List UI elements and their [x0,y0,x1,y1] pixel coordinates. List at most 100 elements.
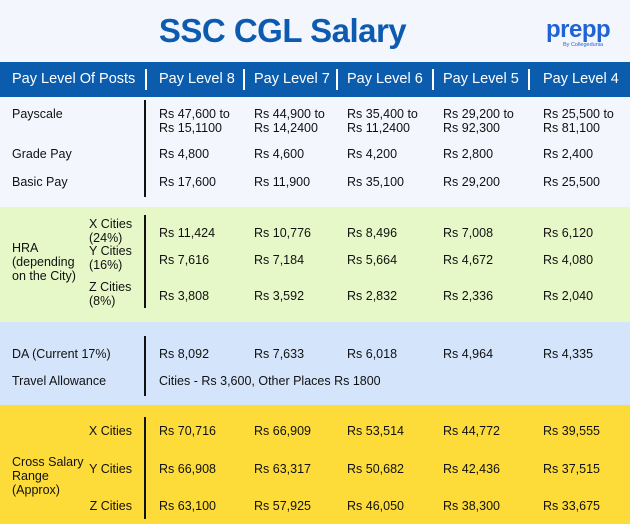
payscale-value: Rs 25,500 to [543,107,614,121]
column-divider [144,215,146,308]
hra-value: Rs 4,080 [543,253,594,267]
payscale-value: Rs 14,2400 [254,121,318,135]
payscale-value: Rs 11,2400 [347,121,411,135]
logo-subtext: By Collegedunia [563,42,604,48]
table-header: Pay Level Of Posts Pay Level 8 Pay Level 7… [0,62,630,97]
column-divider [144,417,146,519]
basic-pay-value: Rs 11,900 [254,175,311,189]
header-divider [145,69,147,90]
payscale-value: Rs 44,900 to [254,107,325,121]
hra-value: Rs 4,672 [443,253,494,267]
gross-salary-value: Rs 42,436 [443,462,500,476]
payscale-value: Rs 81,100 [543,121,600,135]
hra-value: Rs 2,040 [543,289,594,303]
hra-city-label: Y Cities [89,244,132,258]
da-value: Rs 8,092 [159,347,210,361]
da-value: Rs 4,335 [543,347,594,361]
hra-value: Rs 10,776 [254,226,311,240]
payscale-value: Rs 47,600 to [159,107,230,121]
hra-value: Rs 2,832 [347,289,398,303]
grade-pay-value: Rs 2,400 [543,147,594,161]
hra-value: Rs 6,120 [543,226,594,240]
basic-pay-value: Rs 29,200 [443,175,500,189]
gross-salary-value: Rs 63,317 [254,462,311,476]
gross-salary-value: Rs 66,908 [159,462,216,476]
payscale-label: Payscale [12,107,63,121]
header-divider [336,69,338,90]
hra-label: (depending [12,255,75,269]
hra-city-label: (8%) [89,294,116,308]
gross-salary-label: Cross Salary [12,455,84,469]
section-hra: HRA (depending on the City) X Cities (24%) Rs… [0,207,630,322]
prepp-logo: prepp By Collegedunia [546,14,616,50]
hra-value: Rs 3,592 [254,289,305,303]
hra-value: Rs 7,616 [159,253,210,267]
basic-pay-value: Rs 25,500 [543,175,600,189]
gross-salary-value: Rs 33,675 [543,499,600,513]
gross-salary-value: Rs 53,514 [347,424,404,438]
hra-value: Rs 3,808 [159,289,210,303]
hra-value: Rs 8,496 [347,226,398,240]
gross-salary-value: Rs 57,925 [254,499,311,513]
gross-salary-label: (Approx) [12,483,60,497]
hra-city-label: X Cities [89,217,133,231]
gross-salary-value: Rs 50,682 [347,462,404,476]
gross-city-label: X Cities [88,424,132,438]
hra-city-label: (16%) [89,258,123,272]
header-divider [243,69,245,90]
header-pay-level: Pay Level 7 [254,71,330,87]
section-allowance: DA (Current 17%) Rs 8,092 Rs 7,633 Rs 6,018… [0,322,630,405]
basic-pay-label: Basic Pay [12,175,68,189]
hra-value: Rs 11,424 [159,226,216,240]
header-divider [432,69,434,90]
grade-pay-value: Rs 4,200 [347,147,398,161]
gross-salary-value: Rs 38,300 [443,499,500,513]
grade-pay-value: Rs 4,600 [254,147,305,161]
gross-salary-value: Rs 66,909 [254,424,311,438]
hra-label: on the City) [12,269,76,283]
grade-pay-label: Grade Pay [12,147,72,161]
header-pay-level-of-posts: Pay Level Of Posts [12,71,136,87]
header-pay-level: Pay Level 8 [159,71,235,87]
gross-city-label: Y Cities [89,462,132,476]
hra-label: HRA [12,241,39,255]
hra-value: Rs 2,336 [443,289,494,303]
header-divider [528,69,530,90]
gross-salary-value: Rs 39,555 [543,424,600,438]
payscale-value: Rs 92,300 [443,121,500,135]
hra-value: Rs 7,008 [443,226,494,240]
hra-value: Rs 7,184 [254,253,305,267]
grade-pay-value: Rs 2,800 [443,147,494,161]
page-title: SSC CGL Salary [158,12,407,49]
grade-pay-value: Rs 4,800 [159,147,210,161]
header-pay-level: Pay Level 6 [347,71,423,87]
gross-salary-label: Range [12,469,49,483]
gross-salary-value: Rs 44,772 [443,424,500,438]
da-value: Rs 6,018 [347,347,398,361]
header-pay-level: Pay Level 4 [543,71,619,87]
payscale-value: Rs 15,1100 [159,121,223,135]
gross-salary-value: Rs 37,515 [543,462,600,476]
gross-salary-value: Rs 63,100 [159,499,216,513]
travel-allowance-value: Cities - Rs 3,600, Other Places Rs 1800 [159,374,381,388]
hra-city-label: (24%) [89,231,123,245]
gross-salary-value: Rs 70,716 [159,424,216,438]
section-basic: Payscale Rs 47,600 to Rs 15,1100 Rs 44,900 … [0,97,630,207]
da-value: Rs 7,633 [254,347,305,361]
payscale-value: Rs 29,200 to [443,107,514,121]
logo-text: prepp [546,16,611,43]
basic-pay-value: Rs 17,600 [159,175,216,189]
section-gross-salary: Cross Salary Range (Approx) X Cities Rs 70,7… [0,405,630,524]
da-value: Rs 4,964 [443,347,494,361]
gross-salary-value: Rs 46,050 [347,499,404,513]
header-pay-level: Pay Level 5 [443,71,519,87]
basic-pay-value: Rs 35,100 [347,175,404,189]
hra-value: Rs 5,664 [347,253,398,267]
travel-allowance-label: Travel Allowance [12,374,107,388]
column-divider [144,100,146,197]
da-label: DA (Current 17%) [12,347,111,361]
payscale-value: Rs 35,400 to [347,107,418,121]
column-divider [144,336,146,396]
hra-city-label: Z Cities [89,280,132,294]
gross-city-label: Z Cities [89,499,132,513]
